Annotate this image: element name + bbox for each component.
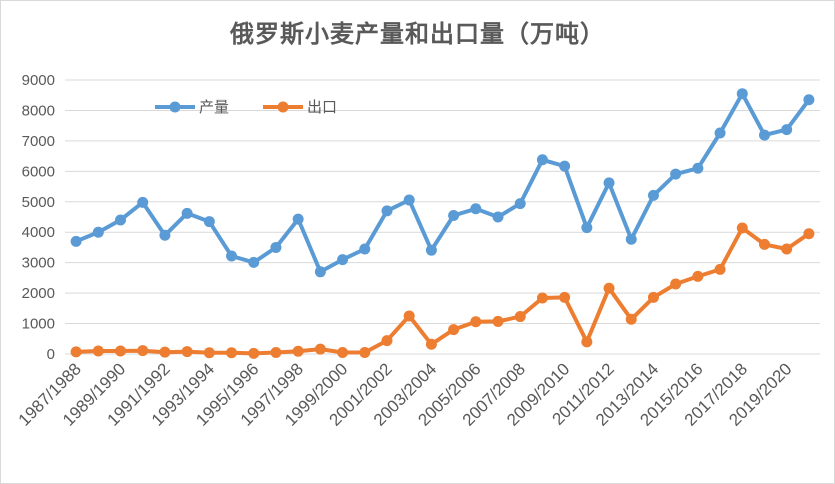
y-tick-label: 2000 <box>22 285 55 302</box>
data-point <box>692 270 704 282</box>
y-tick-label: 0 <box>47 346 55 363</box>
legend-label: 出口 <box>307 98 337 116</box>
data-point <box>181 346 193 358</box>
data-point <box>248 256 260 268</box>
data-point <box>403 194 415 206</box>
data-point <box>714 263 726 275</box>
data-point <box>226 347 238 359</box>
data-point <box>803 94 815 106</box>
legend-label: 产量 <box>199 98 229 116</box>
data-point <box>226 250 238 262</box>
series-line-2 <box>74 226 811 356</box>
y-tick-label: 9000 <box>22 72 55 89</box>
chart-title: 俄罗斯小麦产量和出口量（万吨） <box>230 20 605 48</box>
data-point <box>803 228 815 240</box>
data-point <box>736 88 748 100</box>
data-point <box>425 338 437 350</box>
y-tick-label: 1000 <box>22 316 55 333</box>
data-point <box>758 238 770 250</box>
data-point <box>625 313 637 325</box>
data-point <box>181 207 193 219</box>
data-point <box>492 315 504 327</box>
data-point <box>425 244 437 256</box>
data-point <box>647 189 659 201</box>
data-point <box>92 226 104 238</box>
y-tick-label: 8000 <box>22 102 55 119</box>
data-point <box>781 243 793 255</box>
y-tick-label: 3000 <box>22 255 55 272</box>
y-tick-label: 5000 <box>22 194 55 211</box>
data-point <box>448 209 460 221</box>
series-line-1 <box>74 91 811 274</box>
data-point <box>758 129 770 141</box>
data-point <box>115 214 127 226</box>
data-point <box>159 229 171 241</box>
data-point <box>647 291 659 303</box>
legend-marker <box>169 101 181 113</box>
data-point <box>270 346 282 358</box>
legend-marker <box>277 101 289 113</box>
data-point <box>536 154 548 166</box>
data-point <box>670 168 682 180</box>
data-point <box>714 127 726 139</box>
data-point <box>603 282 615 294</box>
data-point <box>536 292 548 304</box>
data-point <box>470 316 482 328</box>
data-point <box>292 213 304 225</box>
data-point <box>670 278 682 290</box>
data-point <box>70 235 82 247</box>
data-point <box>581 222 593 234</box>
data-point <box>781 124 793 136</box>
y-tick-label: 4000 <box>22 224 55 241</box>
data-point <box>337 346 349 358</box>
data-point <box>559 291 571 303</box>
y-tick-label: 6000 <box>22 163 55 180</box>
data-point <box>314 266 326 278</box>
data-point <box>248 347 260 359</box>
data-point <box>514 198 526 210</box>
data-point <box>381 335 393 347</box>
data-point <box>92 345 104 357</box>
y-tick-label: 7000 <box>22 133 55 150</box>
data-point <box>359 346 371 358</box>
data-point <box>603 177 615 189</box>
data-point <box>559 160 571 172</box>
data-point <box>736 222 748 234</box>
data-point <box>137 345 149 357</box>
data-point <box>292 345 304 357</box>
data-point <box>137 196 149 208</box>
data-point <box>337 254 349 266</box>
data-point <box>270 241 282 253</box>
data-point <box>314 343 326 355</box>
data-point <box>359 243 371 255</box>
data-point <box>403 310 415 322</box>
data-point <box>203 216 215 228</box>
data-point <box>514 311 526 323</box>
data-point <box>492 211 504 223</box>
data-point <box>625 233 637 245</box>
data-point <box>581 336 593 348</box>
data-point <box>70 346 82 358</box>
data-point <box>381 205 393 217</box>
data-point <box>470 203 482 215</box>
data-point <box>692 162 704 174</box>
data-point <box>448 324 460 336</box>
data-point <box>159 346 171 358</box>
data-point <box>203 347 215 359</box>
data-point <box>115 345 127 357</box>
